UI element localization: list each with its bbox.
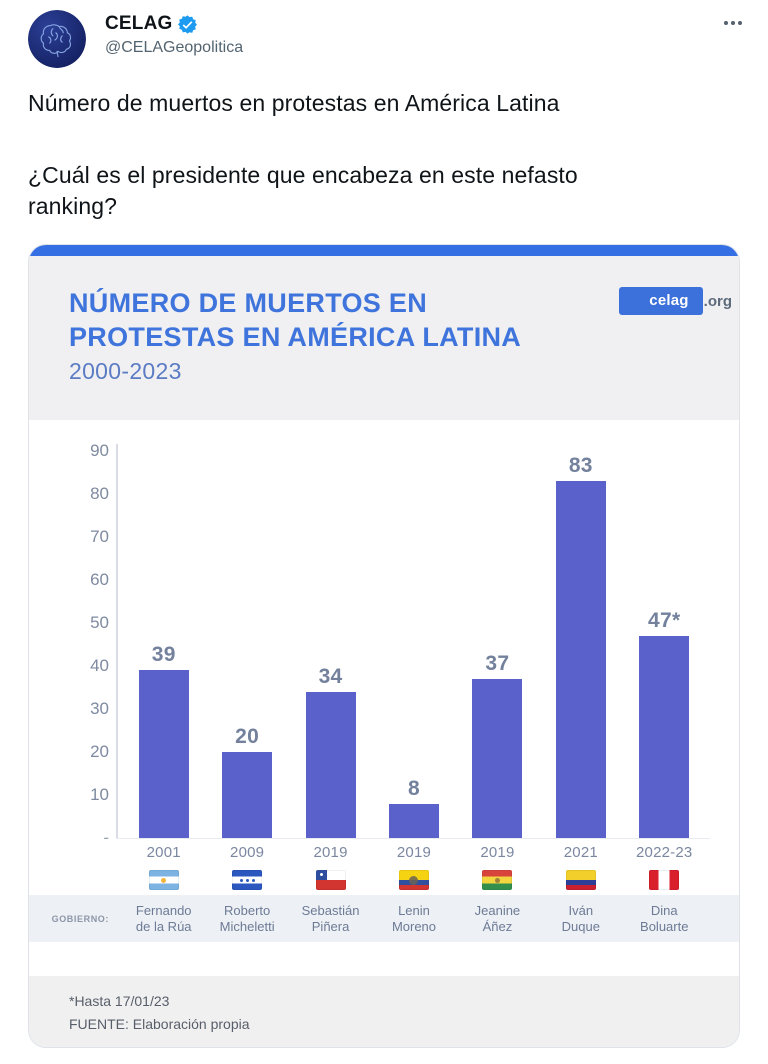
y-tick-label: 50 [90,613,109,632]
president-name: Jeanine Áñez [474,903,521,934]
president-name: Sebastián Piñera [301,903,360,934]
bar [472,678,523,838]
card-top-accent-band [29,245,739,256]
x-axis-line [116,838,710,839]
brand-logo: celag .org [619,287,732,315]
tweet-text-line-1: Número de muertos en protestas en Améric… [28,90,560,116]
infographic-card[interactable]: NÚMERO DE MUERTOS EN PROTESTAS EN AMÉRIC… [28,244,740,1048]
flag-bolivia-icon [482,870,513,890]
author-handle[interactable]: @CELAGeopolitica [105,39,244,56]
bar [222,752,273,838]
flag-peru-icon [649,870,680,890]
x-axis-year-label: 2021 [563,844,598,861]
bar-value-label: 39 [151,643,176,667]
presidents-strip: GOBIERNO: Fernando de la Rúa Roberto Michel… [29,895,739,942]
president-name: Iván Duque [561,903,600,934]
bar-value-label: 34 [318,664,343,688]
y-tick-label: 30 [90,699,109,718]
verified-badge-icon [177,14,197,34]
chart-title: NÚMERO DE MUERTOS EN PROTESTAS EN AMÉRIC… [69,288,522,352]
brand-highlight: celag [619,287,703,315]
bar-value-label: 47* [648,608,681,632]
gobierno-label: GOBIERNO: [51,913,109,924]
flag-ecuador-icon [398,870,429,890]
flag-cell [122,870,205,890]
celag-brain-logo-icon [28,10,86,68]
year-labels-row: 2001 2009 2019 2019 2019 2021 2022-23 [122,844,706,861]
bar-value-label: 20 [235,725,260,748]
y-tick-label: 40 [90,656,109,675]
avatar[interactable] [28,10,86,68]
bar-columns: 39 20 34 8 37 83 47* [122,420,706,838]
president-names-row: Fernando de la Rúa Roberto Micheletti Sebast… [122,895,706,942]
bar-column: 47* [623,420,706,838]
card-header: NÚMERO DE MUERTOS EN PROTESTAS EN AMÉRIC… [29,256,739,420]
author-block: CELAG @CELAGeopolitica [105,13,243,57]
flag-cell [539,870,622,890]
president-name: Roberto Micheletti [219,903,275,934]
y-tick-label: 90 [90,441,109,460]
flag-cell [623,870,706,890]
flag-honduras-icon [232,870,263,890]
president-name: Fernando de la Rúa [135,903,192,934]
flag-cell [205,870,288,890]
bar [639,635,690,838]
bar-value-label: 8 [407,776,420,800]
author-name[interactable]: CELAG [105,13,173,34]
chart-subtitle: 2000-2023 [69,358,182,384]
bar-column: 83 [539,420,622,838]
source: FUENTE: Elaboración propia [69,1016,250,1032]
bar-value-label: 83 [568,454,593,478]
flag-colombia-icon [565,870,596,890]
flags-row [122,870,706,890]
more-menu-icon[interactable] [720,16,746,30]
y-zero-tick-label: - [103,828,109,847]
x-axis-year-label: 2019 [313,844,348,861]
flag-cell [456,870,539,890]
tweet-text-line-3: ranking? [28,193,118,219]
bar [138,670,189,838]
flag-cell [289,870,372,890]
y-axis-line [116,444,118,839]
x-axis-year-label: 2022-23 [636,844,693,861]
card-footer: *Hasta 17/01/23 FUENTE: Elaboración prop… [29,976,739,1047]
bar-column: 34 [289,420,372,838]
flag-argentina-icon [148,870,179,890]
x-axis-year-label: 2001 [146,844,181,861]
bar-column: 37 [456,420,539,838]
y-tick-label: 80 [90,484,109,503]
y-tick-label: 20 [90,742,109,761]
president-name: Dina Boluarte [640,903,689,934]
bar-chart: 90 80 70 60 50 40 30 20 10- 39 20 34 8 37 83 47* 2001 2… [29,420,739,895]
x-axis-year-label: 2019 [480,844,515,861]
bar [388,803,439,838]
y-tick-label: 60 [90,570,109,589]
bar-value-label: 37 [485,651,510,675]
footnote: *Hasta 17/01/23 [69,993,170,1009]
tweet-text-line-2: ¿Cuál es el presidente que encabeza en e… [28,162,578,188]
flag-chile-icon [315,870,346,890]
tweet-text-paragraph-2: ¿Cuál es el presidente que encabeza en e… [28,160,740,222]
president-name: Lenin Moreno [391,903,437,934]
bar-column: 8 [372,420,455,838]
flag-cell [372,870,455,890]
y-tick-label: 10 [90,785,109,804]
brand-suffix: .org [703,292,732,310]
bar [305,691,356,838]
x-axis-year-label: 2009 [230,844,265,861]
y-tick-label: 70 [90,527,109,546]
bar-column: 39 [122,420,205,838]
x-axis-year-label: 2019 [396,844,432,861]
bar [555,481,606,838]
bar-column: 20 [205,420,288,838]
